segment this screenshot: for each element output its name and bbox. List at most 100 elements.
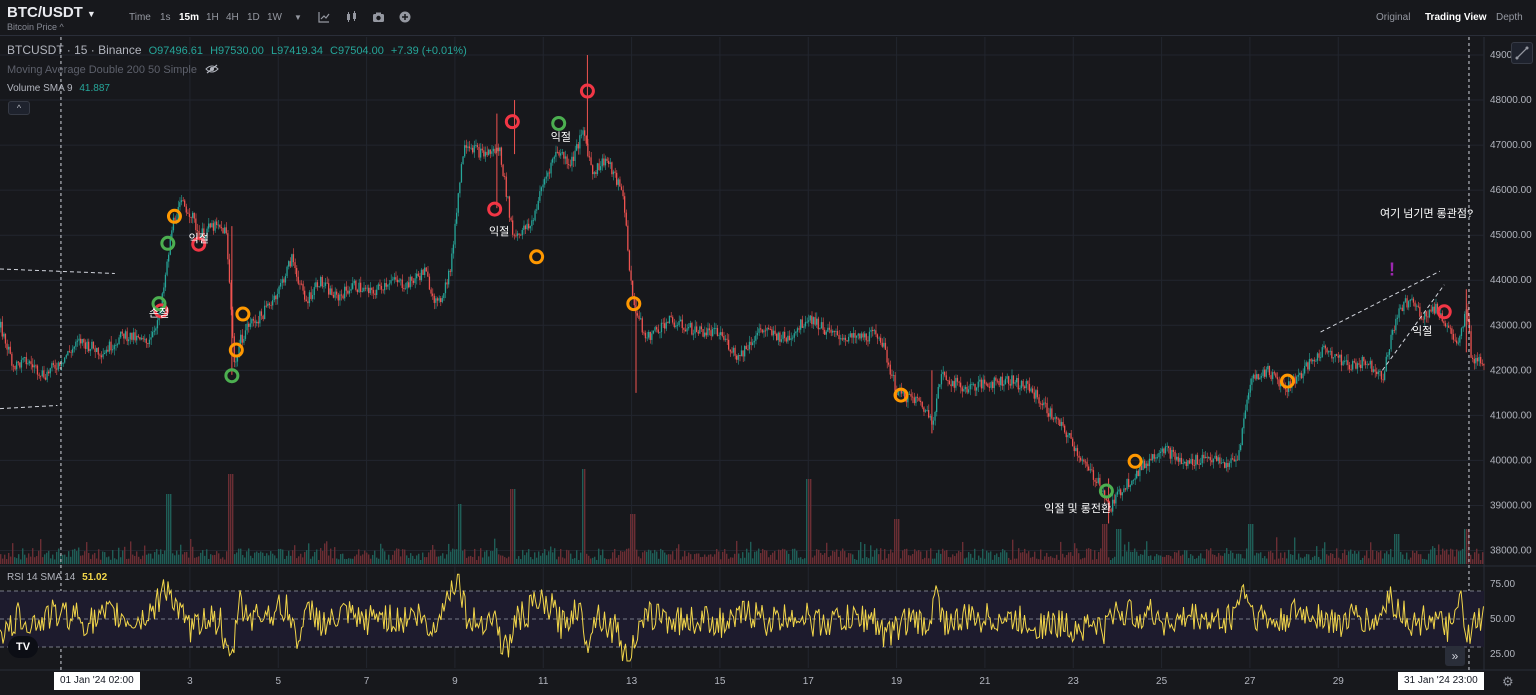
volume-bar xyxy=(144,545,146,564)
volume-bar xyxy=(1150,555,1152,564)
settings-icon[interactable]: ⚙ xyxy=(1502,674,1514,689)
candle-body xyxy=(908,393,911,395)
volume-bar xyxy=(1322,548,1324,564)
drawing-tool-button[interactable] xyxy=(1511,42,1533,64)
candle-body xyxy=(1395,318,1397,331)
volume-bar xyxy=(774,550,776,564)
volume-bar xyxy=(1232,552,1234,564)
time-label[interactable]: Time xyxy=(129,12,151,23)
volume-bar xyxy=(588,555,590,564)
volume-bar xyxy=(882,559,884,564)
volume-bar xyxy=(764,550,766,564)
eye-off-icon[interactable] xyxy=(205,64,219,76)
candle-body xyxy=(803,326,805,328)
add-icon[interactable] xyxy=(399,11,411,26)
interval-dropdown-icon[interactable]: ▼ xyxy=(294,13,302,22)
volume-bar xyxy=(416,555,418,564)
signal-circle-marker xyxy=(151,296,167,312)
volume-bar xyxy=(1130,551,1132,564)
candle-body xyxy=(112,349,114,351)
candle-body xyxy=(254,320,256,324)
candle-body xyxy=(696,326,698,332)
candle-body xyxy=(248,323,250,327)
volume-bar xyxy=(272,553,274,564)
volume-bar xyxy=(966,557,968,564)
interval-1d[interactable]: 1D xyxy=(247,12,260,23)
candle-body xyxy=(312,294,314,299)
price-tick-label: 48000.00 xyxy=(1490,95,1532,106)
candle-style-icon[interactable] xyxy=(345,11,359,26)
volume-bar xyxy=(638,556,640,564)
volume-bar xyxy=(270,551,272,564)
volume-bar xyxy=(822,554,824,564)
candle-body xyxy=(595,172,597,175)
scroll-to-realtime-button[interactable]: » xyxy=(1445,646,1465,666)
volume-bar xyxy=(1392,557,1394,564)
candle-body xyxy=(128,339,130,342)
candle-body xyxy=(913,397,915,404)
candle-body xyxy=(968,389,970,393)
time-tick-label: 29 xyxy=(1333,676,1345,687)
volume-bar xyxy=(1048,556,1050,564)
volume-bar xyxy=(1236,553,1238,564)
interval-1s[interactable]: 1s xyxy=(160,12,171,23)
view-trading-view[interactable]: Trading View xyxy=(1425,12,1487,23)
candle-body xyxy=(801,319,803,328)
legend-high: H97530.00 xyxy=(210,45,264,57)
volume-bar xyxy=(292,550,294,564)
candle-body xyxy=(236,357,239,362)
volume-bar xyxy=(476,559,478,564)
candle-body xyxy=(153,330,155,332)
rsi-tick-label: 75.00 xyxy=(1490,579,1515,590)
volume-bar xyxy=(502,555,504,564)
camera-icon[interactable] xyxy=(372,11,385,26)
volume-bar xyxy=(1344,549,1346,564)
volume-bar xyxy=(1174,552,1176,564)
volume-bar xyxy=(1294,537,1296,564)
candle-body xyxy=(1400,307,1402,309)
candle-body xyxy=(1201,454,1203,464)
volume-bar xyxy=(766,550,768,564)
volume-bar xyxy=(352,558,354,564)
candle-body xyxy=(1409,299,1411,302)
view-original[interactable]: Original xyxy=(1376,12,1411,23)
volume-bar xyxy=(928,558,930,564)
volume-bar xyxy=(694,554,696,564)
candle-body xyxy=(636,313,639,316)
volume-bar xyxy=(736,540,738,564)
candle-body xyxy=(483,150,485,157)
volume-bar xyxy=(98,549,100,564)
candle-body xyxy=(891,374,893,376)
candle-body xyxy=(628,250,631,271)
candle-body xyxy=(379,284,381,286)
candle-body xyxy=(59,362,61,367)
volume-bar xyxy=(634,514,636,564)
candle-body xyxy=(1017,377,1019,390)
candle-body xyxy=(459,182,461,194)
interval-15m[interactable]: 15m xyxy=(179,12,200,23)
volume-bar xyxy=(224,559,226,564)
volume-bar xyxy=(562,557,564,564)
interval-4h[interactable]: 4H xyxy=(226,12,239,23)
symbol-selector[interactable]: BTC/USDT ▼ xyxy=(7,4,96,21)
view-depth[interactable]: Depth xyxy=(1496,12,1523,23)
interval-1h[interactable]: 1H xyxy=(206,12,219,23)
volume-bar xyxy=(604,558,606,564)
candle-body xyxy=(960,382,962,388)
candle-body xyxy=(622,189,624,197)
candle-body xyxy=(465,145,467,148)
candle-body xyxy=(1326,348,1328,353)
candle-body xyxy=(294,262,296,268)
volume-bar xyxy=(504,557,506,564)
candle-body xyxy=(1236,459,1239,461)
interval-1w[interactable]: 1W xyxy=(267,12,282,23)
volume-bar xyxy=(1084,557,1086,564)
ma-legend[interactable]: Moving Average Double 200 50 Simple xyxy=(7,63,219,76)
candle-body xyxy=(788,335,791,340)
volume-bar xyxy=(1198,555,1200,564)
collapse-legend-button[interactable]: ^ xyxy=(8,101,30,115)
volume-bar xyxy=(1422,558,1424,564)
indicator-icon[interactable] xyxy=(318,11,330,26)
volume-bar xyxy=(920,551,922,564)
